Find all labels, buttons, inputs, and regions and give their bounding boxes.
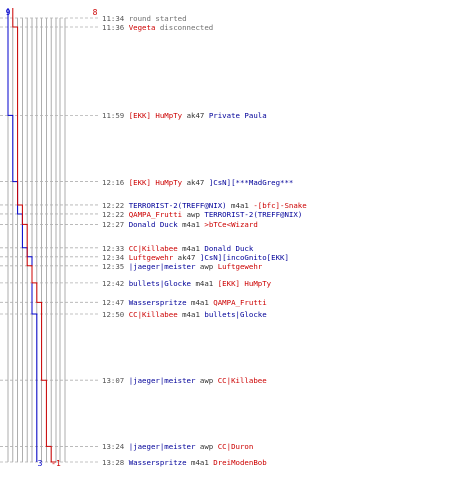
event-timestamp: 11:59 [102,111,125,121]
event-killer: QAMPA_Frutti [128,209,183,219]
event-weapon: awp [186,209,200,219]
event-row: 12:50 CC|Killabee m4a1 bullets|Glocke [102,310,267,319]
event-killer: CC|Killabee [128,310,178,319]
event-row: 11:36 Vegeta disconnected [102,23,213,32]
event-weapon: awp [199,261,214,271]
event-row: 13:24 |jaeger|meister awp CC|Duron [102,442,253,451]
event-victim: Private Paula [208,111,267,121]
event-weapon: m4a1 [191,458,209,467]
event-victim: bullets|Glocke [204,310,267,319]
event-killer: [EKK] HuMpTy [128,111,183,121]
event-guide-lines [0,17,100,463]
event-weapon: m4a1 [191,298,209,308]
event-message: disconnected [159,23,214,32]
event-weapon: ak47 [177,252,196,262]
event-row: 12:47 Wasserspritze m4a1 QAMPA_Frutti [102,298,267,307]
event-weapon: m4a1 [182,220,200,230]
event-row: 12:33 CC|Killabee m4a1 Donald Duck [102,244,253,253]
event-row: 12:42 bullets|Glocke m4a1 [EKK] HuMpTy [102,279,271,288]
event-killer: |jaeger|meister [128,376,196,386]
event-victim: [EKK] HuMpTy [217,278,272,288]
event-killer: TERRORIST-2(TREFF@NIX) [128,200,227,210]
event-row: 13:07 |jaeger|meister awp CC|Killabee [102,376,267,385]
blue-start-score-label: 9 [6,8,11,17]
event-timestamp: 12:50 [102,310,125,319]
event-victim: >bTCe<Wizard [204,220,258,230]
event-player: Vegeta [128,23,156,32]
event-killer: [EKK] HuMpTy [128,177,183,187]
event-weapon: ak47 [186,177,205,187]
event-row: 11:59 [EKK] HuMpTy ak47 Private Paula [102,111,267,120]
blue-end-score-label: 3 [38,459,43,468]
event-victim: QAMPA_Frutti [213,298,267,308]
event-victim: -[bfc]-Snake [253,200,307,210]
event-victim: CC|Killabee [217,376,267,386]
event-timestamp: 11:34 [102,14,125,23]
event-timestamp: 11:36 [102,23,125,32]
event-row: 12:27 Donald Duck m4a1 >bTCe<Wizard [102,220,258,229]
event-timestamp: 12:22 [102,209,125,219]
red-start-score-label: 8 [93,8,98,17]
event-timestamp: 12:34 [102,252,125,262]
event-victim: ]CsN][incoGnito[EKK] [199,252,289,262]
event-victim: DreiModenBob [213,458,267,467]
event-victim: TERRORIST-2(TREFF@NIX) [204,209,303,219]
event-killer: |jaeger|meister [128,442,196,452]
event-timestamp: 12:42 [102,278,125,288]
event-victim: CC|Duron [217,442,254,452]
event-message: round started [128,14,187,23]
event-weapon: m4a1 [182,310,200,319]
event-row: 11:34 round started [102,14,187,23]
event-timestamp: 12:16 [102,177,125,187]
event-weapon: ak47 [186,111,205,121]
event-timestamp: 13:28 [102,458,125,467]
event-weapon: m4a1 [182,243,200,253]
event-row: 12:16 [EKK] HuMpTy ak47 ]CsN][***MadGreg… [102,178,293,187]
event-timestamp: 13:24 [102,442,125,452]
event-victim: Donald Duck [204,243,254,253]
event-timestamp: 12:27 [102,220,125,230]
event-weapon: awp [199,376,214,386]
red-end-score-label: -1 [51,459,61,468]
event-killer: Donald Duck [128,220,178,230]
event-killer: Wasserspritze [128,298,187,308]
event-killer: Luftgewehr [128,252,174,262]
event-row: 12:35 |jaeger|meister awp Luftgewehr [102,262,262,271]
event-killer: bullets|Glocke [128,278,191,288]
event-victim: ]CsN][***MadGreg*** [208,177,294,187]
event-row: 12:22 QAMPA_Frutti awp TERRORIST-2(TREFF… [102,210,302,219]
event-timestamp: 12:35 [102,261,125,271]
event-killer: Wasserspritze [128,458,187,467]
event-victim: Luftgewehr [217,261,263,271]
event-weapon: m4a1 [195,278,214,288]
event-timestamp: 12:47 [102,298,125,308]
event-row: 13:28 Wasserspritze m4a1 DreiModenBob [102,458,267,467]
blue-team-score-line [7,8,38,462]
event-weapon: awp [199,442,214,452]
event-timestamp: 12:22 [102,200,125,210]
event-row: 12:34 Luftgewehr ak47 ]CsN][incoGnito[EK… [102,253,289,262]
event-row: 12:22 TERRORIST-2(TREFF@NIX) m4a1 -[bfc]… [102,201,307,210]
event-timestamp: 13:07 [102,376,125,386]
event-timestamp: 12:33 [102,243,125,253]
red-team-score-line [12,8,56,463]
event-weapon: m4a1 [231,200,249,210]
event-killer: CC|Killabee [128,243,178,253]
event-killer: |jaeger|meister [128,261,196,271]
